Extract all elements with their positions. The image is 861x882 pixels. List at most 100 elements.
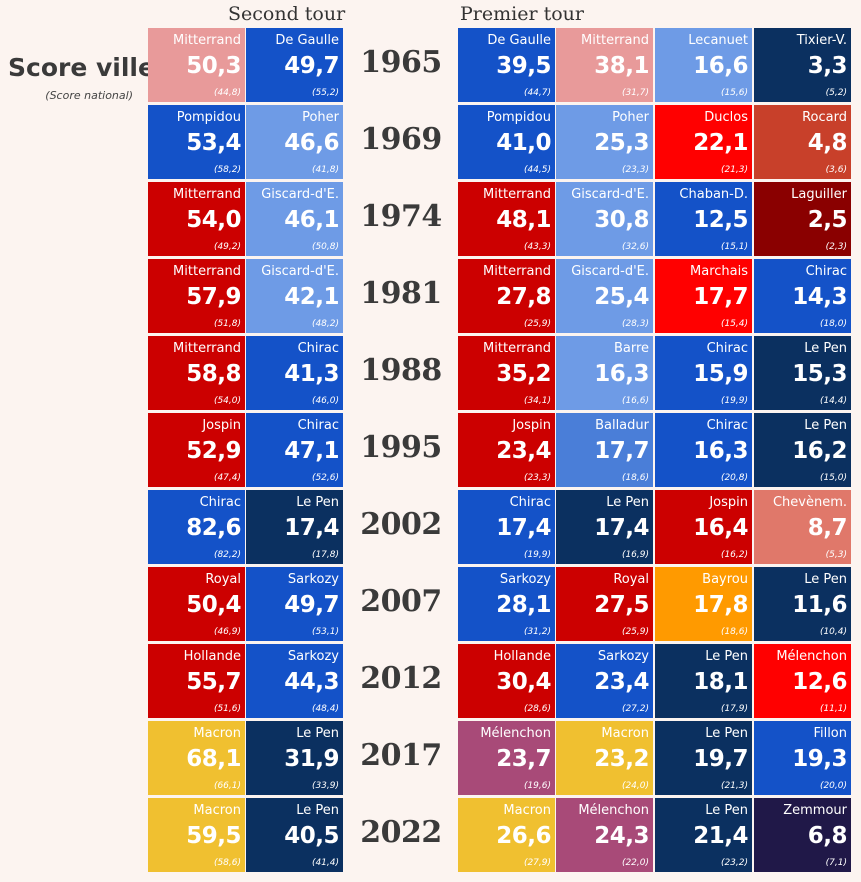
candidate-name: Giscard-d'E. bbox=[571, 264, 649, 279]
national-score: (25,9) bbox=[621, 627, 649, 637]
result-cell-first-3-1: Giscard-d'E. 25,4 (28,3) bbox=[556, 259, 653, 333]
candidate-name: Poher bbox=[302, 110, 339, 125]
result-cell-second-2-0: Mitterrand 54,0 (49,2) bbox=[148, 182, 245, 256]
result-cell-first-4-3: Le Pen 15,3 (14,4) bbox=[754, 336, 851, 410]
national-score: (20,8) bbox=[720, 473, 748, 483]
second-round-header: Second tour bbox=[228, 3, 346, 25]
city-score: 30,8 bbox=[594, 207, 649, 233]
result-cell-first-7-0: Sarkozy 28,1 (31,2) bbox=[458, 567, 555, 641]
city-score: 17,8 bbox=[693, 592, 748, 618]
candidate-name: Chirac bbox=[509, 495, 551, 510]
year-row-2002: Chirac 82,6 (82,2) Le Pen 17,4 (17,8) 2002 Chir… bbox=[0, 490, 861, 564]
city-score: 16,3 bbox=[693, 438, 748, 464]
national-score: (28,6) bbox=[523, 704, 551, 714]
city-score: 39,5 bbox=[496, 53, 551, 79]
candidate-name: Rocard bbox=[802, 110, 847, 125]
result-cell-first-1-2: Duclos 22,1 (21,3) bbox=[655, 105, 752, 179]
national-score: (41,8) bbox=[311, 165, 339, 175]
candidate-name: Chirac bbox=[199, 495, 241, 510]
national-score: (15,4) bbox=[720, 319, 748, 329]
national-score: (23,3) bbox=[523, 473, 551, 483]
city-score: 14,3 bbox=[792, 284, 847, 310]
candidate-name: Pompidou bbox=[486, 110, 551, 125]
city-score: 12,6 bbox=[792, 669, 847, 695]
legend-subtitle: (Score national) bbox=[45, 89, 133, 102]
city-score: 8,7 bbox=[807, 515, 848, 541]
national-score: (54,0) bbox=[213, 396, 241, 406]
national-score: (16,9) bbox=[621, 550, 649, 560]
city-score: 40,5 bbox=[284, 823, 339, 849]
national-score: (21,3) bbox=[720, 165, 748, 175]
national-score: (5,3) bbox=[825, 550, 847, 560]
city-score: 23,4 bbox=[594, 669, 649, 695]
candidate-name: Le Pen bbox=[705, 649, 748, 664]
city-score: 17,4 bbox=[594, 515, 649, 541]
result-cell-first-5-3: Le Pen 16,2 (15,0) bbox=[754, 413, 851, 487]
candidate-name: Le Pen bbox=[804, 418, 847, 433]
national-score: (19,6) bbox=[523, 781, 551, 791]
year-label: 2017 bbox=[360, 738, 442, 773]
result-cell-second-3-1: Giscard-d'E. 42,1 (48,2) bbox=[246, 259, 343, 333]
result-cell-first-5-0: Jospin 23,4 (23,3) bbox=[458, 413, 555, 487]
national-score: (23,2) bbox=[720, 858, 748, 868]
national-score: (10,4) bbox=[819, 627, 847, 637]
candidate-name: Jospin bbox=[512, 418, 551, 433]
candidate-name: Mitterrand bbox=[173, 341, 241, 356]
year-label: 1965 bbox=[360, 45, 442, 80]
candidate-name: Chirac bbox=[805, 264, 847, 279]
year-row-1981: Mitterrand 57,9 (51,8) Giscard-d'E. 42,1 (48,… bbox=[0, 259, 861, 333]
result-cell-first-0-3: Tixier-V. 3,3 (5,2) bbox=[754, 28, 851, 102]
year-label: 1995 bbox=[360, 430, 442, 465]
year-row-1965: Mitterrand 50,3 (44,8) De Gaulle 49,7 (55,2) 1… bbox=[0, 28, 861, 102]
national-score: (15,0) bbox=[819, 473, 847, 483]
year-label: 2002 bbox=[360, 507, 442, 542]
national-score: (2,3) bbox=[825, 242, 847, 252]
year-row-2007: Royal 50,4 (46,9) Sarkozy 49,7 (53,1) 2007 Sark… bbox=[0, 567, 861, 641]
candidate-name: Sarkozy bbox=[287, 649, 339, 664]
city-score: 18,1 bbox=[693, 669, 748, 695]
city-score: 16,4 bbox=[693, 515, 748, 541]
candidate-name: Balladur bbox=[595, 418, 649, 433]
result-cell-first-7-1: Royal 27,5 (25,9) bbox=[556, 567, 653, 641]
city-score: 22,1 bbox=[693, 130, 748, 156]
candidate-name: Le Pen bbox=[296, 495, 339, 510]
candidate-name: De Gaulle bbox=[487, 33, 551, 48]
national-score: (58,6) bbox=[213, 858, 241, 868]
result-cell-first-8-0: Hollande 30,4 (28,6) bbox=[458, 644, 555, 718]
candidate-name: Mitterrand bbox=[483, 264, 551, 279]
result-cell-first-6-1: Le Pen 17,4 (16,9) bbox=[556, 490, 653, 564]
result-cell-first-6-3: Chevènem. 8,7 (5,3) bbox=[754, 490, 851, 564]
city-score: 17,7 bbox=[594, 438, 649, 464]
candidate-name: Bayrou bbox=[702, 572, 748, 587]
result-cell-second-7-1: Sarkozy 49,7 (53,1) bbox=[246, 567, 343, 641]
candidate-name: Chevènem. bbox=[772, 495, 847, 510]
city-score: 12,5 bbox=[693, 207, 748, 233]
result-cell-second-10-1: Le Pen 40,5 (41,4) bbox=[246, 798, 343, 872]
result-cell-first-10-1: Mélenchon 24,3 (22,0) bbox=[556, 798, 653, 872]
result-cell-second-1-1: Poher 46,6 (41,8) bbox=[246, 105, 343, 179]
result-cell-first-6-2: Jospin 16,4 (16,2) bbox=[655, 490, 752, 564]
year-row-1974: Mitterrand 54,0 (49,2) Giscard-d'E. 46,1 (50,… bbox=[0, 182, 861, 256]
result-cell-first-8-2: Le Pen 18,1 (17,9) bbox=[655, 644, 752, 718]
year-row-2017: Macron 68,1 (66,1) Le Pen 31,9 (33,9) 2017 Méle… bbox=[0, 721, 861, 795]
result-cell-first-2-2: Chaban-D. 12,5 (15,1) bbox=[655, 182, 752, 256]
result-cell-first-9-1: Macron 23,2 (24,0) bbox=[556, 721, 653, 795]
result-cell-first-0-0: De Gaulle 39,5 (44,7) bbox=[458, 28, 555, 102]
national-score: (20,0) bbox=[819, 781, 847, 791]
result-cell-first-8-1: Sarkozy 23,4 (27,2) bbox=[556, 644, 653, 718]
candidate-name: Mitterrand bbox=[173, 33, 241, 48]
candidate-name: Le Pen bbox=[606, 495, 649, 510]
national-score: (18,6) bbox=[720, 627, 748, 637]
result-cell-first-4-1: Barre 16,3 (16,6) bbox=[556, 336, 653, 410]
result-cell-first-1-0: Pompidou 41,0 (44,5) bbox=[458, 105, 555, 179]
result-cell-first-3-2: Marchais 17,7 (15,4) bbox=[655, 259, 752, 333]
result-cell-first-9-2: Le Pen 19,7 (21,3) bbox=[655, 721, 752, 795]
national-score: (48,4) bbox=[311, 704, 339, 714]
national-score: (23,3) bbox=[621, 165, 649, 175]
city-score: 21,4 bbox=[693, 823, 748, 849]
year-label: 1988 bbox=[360, 353, 442, 388]
city-score: 58,8 bbox=[186, 361, 241, 387]
result-cell-second-9-1: Le Pen 31,9 (33,9) bbox=[246, 721, 343, 795]
result-cell-first-3-0: Mitterrand 27,8 (25,9) bbox=[458, 259, 555, 333]
result-cell-first-10-3: Zemmour 6,8 (7,1) bbox=[754, 798, 851, 872]
